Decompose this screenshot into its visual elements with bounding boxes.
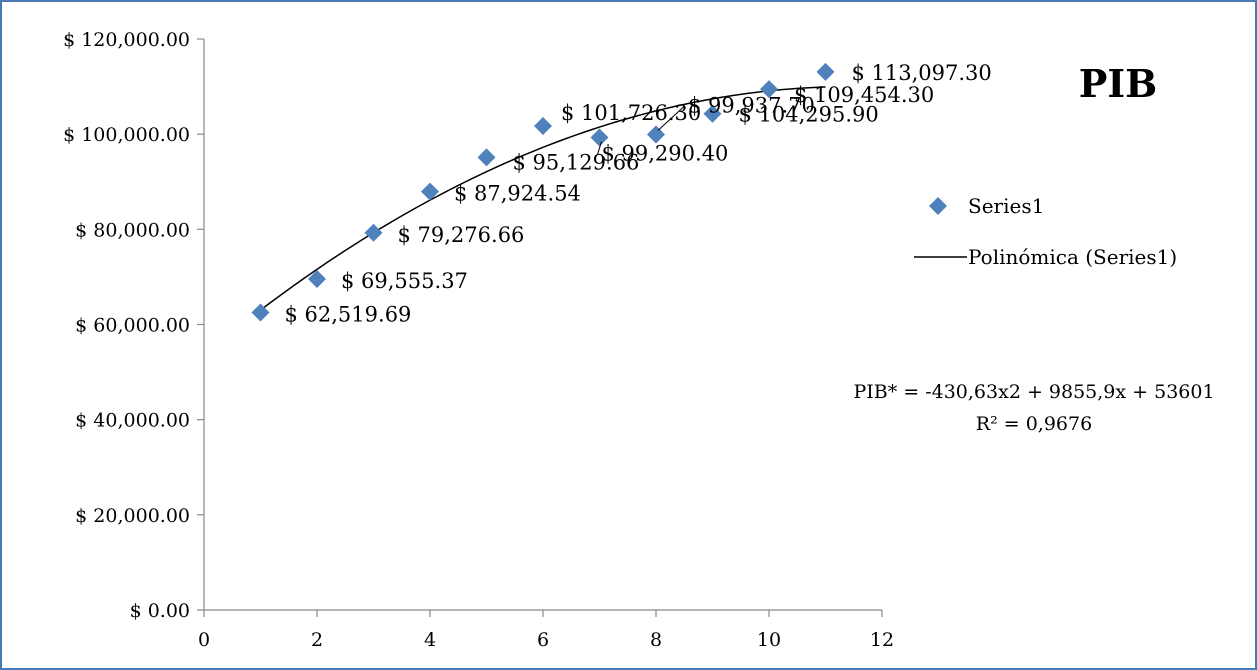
data-label: $ 109,454.30: [794, 83, 934, 107]
data-label: $ 62,519.69: [285, 303, 412, 327]
x-tick-label: 4: [424, 629, 436, 651]
data-point: [421, 182, 439, 201]
data-point: [760, 80, 778, 99]
trendline-group: [260, 86, 826, 311]
legend-label-series1: Series1: [968, 194, 1044, 218]
data-point: [703, 104, 722, 123]
data-point: [816, 62, 835, 81]
x-tick-label: 10: [757, 629, 781, 651]
data-label-leader: [597, 141, 602, 155]
data-point: [534, 116, 552, 135]
data-point: [477, 148, 496, 167]
x-tick-label: 6: [537, 629, 549, 651]
x-tick-label: 0: [198, 629, 210, 651]
data-label: $ 95,129.66: [513, 150, 640, 174]
data-label-leader: [657, 106, 685, 131]
y-tick-label: $ 120,000.00: [63, 29, 190, 51]
y-tick-label: $ 40,000.00: [75, 410, 190, 432]
data-label: $ 99,290.40: [602, 142, 729, 166]
trendline-curve: [260, 86, 826, 311]
trendline-equation: PIB* = -430,63x2 + 9855,9x + 53601: [853, 381, 1214, 403]
x-tick-label: 2: [311, 629, 323, 651]
legend: Series1 Polinómica (Series1): [914, 194, 1177, 269]
y-tick-label: $ 80,000.00: [75, 219, 190, 241]
data-label: $ 113,097.30: [852, 61, 992, 85]
data-label: $ 69,555.37: [341, 269, 468, 293]
data-label: $ 87,924.54: [454, 182, 581, 206]
x-axis-ticks: 0 2 4 6 8 10 12: [198, 610, 894, 651]
data-point: [308, 270, 326, 289]
data-label: $ 99,937.70: [688, 93, 815, 117]
x-tick-label: 12: [870, 629, 894, 651]
data-point: [364, 223, 383, 242]
y-tick-label: $ 0.00: [130, 600, 190, 622]
chart-title: PIB: [1079, 61, 1157, 106]
data-label: $ 104,295.90: [739, 103, 879, 127]
legend-label-trendline: Polinómica (Series1): [968, 245, 1177, 269]
y-tick-label: $ 20,000.00: [75, 505, 190, 527]
y-tick-label: $ 60,000.00: [75, 315, 190, 337]
data-point: [590, 128, 609, 147]
data-labels: $ 62,519.69 $ 69,555.37 $ 79,276.66 $ 87,92…: [285, 61, 992, 327]
y-axis-ticks: $ 0.00 $ 20,000.00 $ 40,000.00 $ 60,000.00 $…: [63, 29, 204, 622]
data-label: $ 101,726.30: [561, 101, 701, 125]
x-tick-label: 8: [650, 629, 662, 651]
legend-marker-series1: [929, 197, 947, 215]
data-point: [251, 303, 270, 322]
trendline-r-squared: R² = 0,9676: [976, 413, 1092, 435]
y-tick-label: $ 100,000.00: [63, 124, 190, 146]
data-label: $ 79,276.66: [398, 223, 525, 247]
